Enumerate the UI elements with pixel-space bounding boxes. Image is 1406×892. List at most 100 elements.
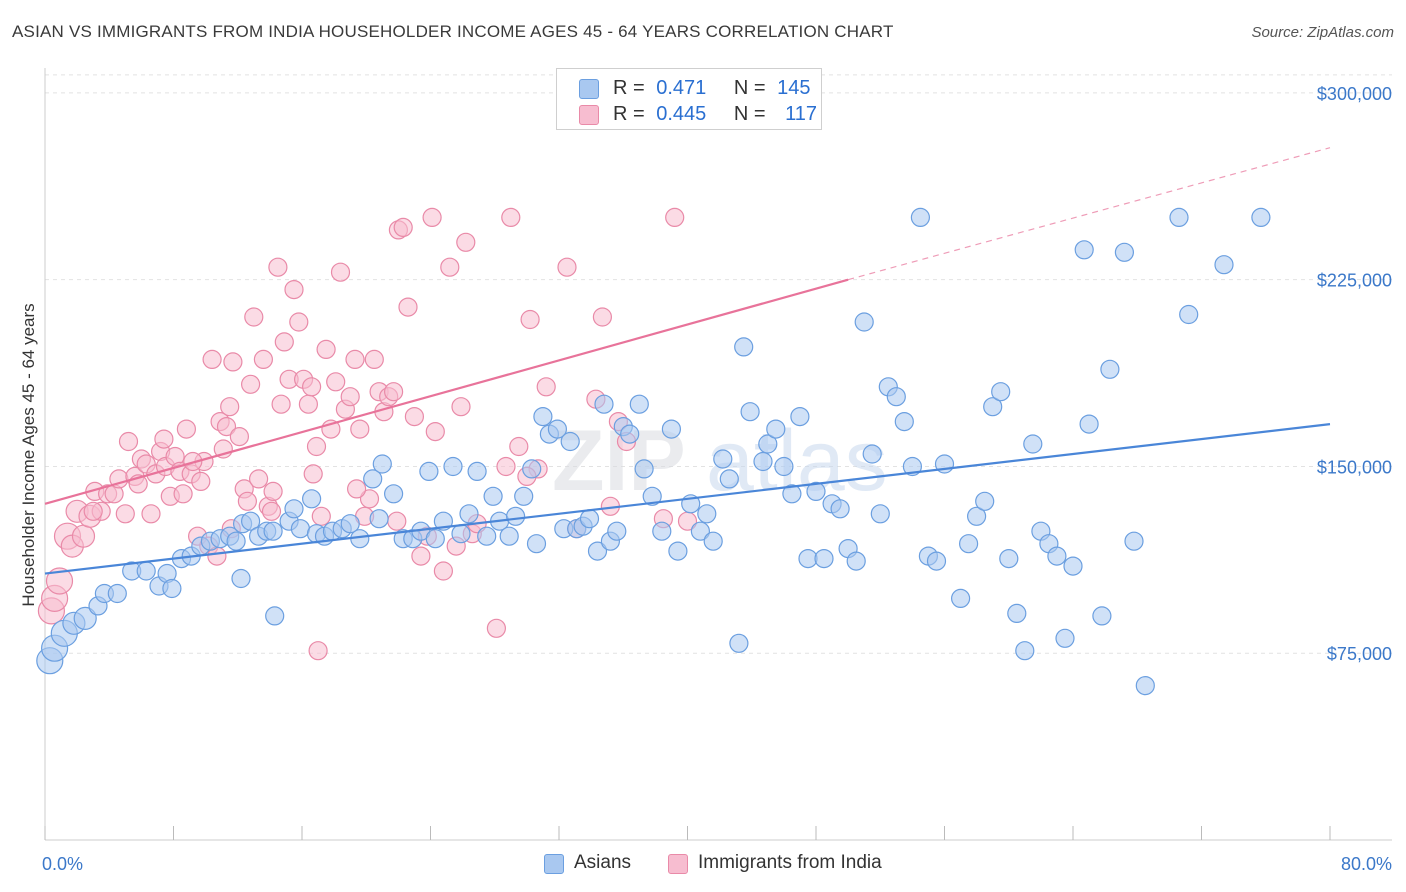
india-point — [411, 546, 431, 566]
india-point — [393, 217, 413, 237]
tick-labels: $75,000 $150,000 $225,000 $300,000 0.0% 80.0% — [42, 84, 1392, 874]
india-point — [440, 257, 460, 277]
asian-point — [975, 491, 995, 511]
asian-point — [363, 469, 383, 489]
asian-point — [886, 387, 906, 407]
india-point — [45, 567, 74, 595]
asian-point — [766, 419, 786, 439]
india-point — [241, 374, 261, 394]
asian-point — [1015, 641, 1035, 661]
asian-point — [1251, 207, 1271, 227]
india-point — [302, 377, 322, 397]
india-point — [141, 504, 161, 524]
asian-point — [241, 511, 261, 531]
asian-point — [1007, 603, 1027, 624]
india-point — [202, 349, 222, 369]
legend-n-label: N = — [733, 103, 766, 125]
asian-point — [862, 444, 882, 464]
india-point — [176, 419, 196, 439]
asian-point — [652, 521, 672, 541]
asian-point — [290, 519, 310, 539]
asian-point — [753, 451, 773, 472]
asian-point — [483, 486, 503, 506]
asian-point — [1114, 242, 1135, 262]
asian-point — [265, 606, 285, 626]
india-point — [456, 232, 476, 252]
asian-point — [1169, 207, 1189, 227]
asian-point — [966, 506, 987, 526]
india-point — [316, 339, 336, 359]
asian-point — [1047, 546, 1067, 566]
india-point — [308, 641, 328, 661]
asian-point — [231, 568, 251, 589]
india-point — [303, 464, 323, 484]
asian-point — [642, 486, 662, 506]
asian-point — [73, 606, 97, 631]
legend-n-label: N = — [733, 77, 766, 99]
asian-point — [1092, 606, 1112, 626]
india-trend-line — [44, 278, 849, 505]
chart-title: ASIAN VS IMMIGRANTS FROM INDIA HOUSEHOLD… — [12, 22, 894, 41]
asian-point — [522, 459, 542, 479]
asian-point — [910, 207, 931, 227]
india-point — [229, 427, 249, 447]
asian-point — [729, 633, 749, 653]
asian-point — [263, 521, 283, 541]
asian-point — [830, 499, 850, 519]
asian-point — [162, 578, 182, 599]
asian-point — [894, 412, 914, 432]
asian-point — [1100, 359, 1120, 379]
asian-point — [1063, 556, 1083, 576]
india-point — [118, 431, 139, 452]
bottom-legend-label-asians: Asians — [574, 852, 632, 873]
india-point — [71, 524, 96, 548]
asian-point — [547, 419, 568, 439]
india-point — [425, 422, 445, 442]
legend-r-value: 0.471 — [656, 77, 707, 99]
asian-point — [983, 397, 1003, 417]
india-point — [154, 429, 174, 449]
asian-point — [107, 583, 127, 604]
asian-point — [620, 424, 640, 444]
asian-point — [740, 402, 760, 422]
asian-point — [514, 486, 534, 506]
bottom-legend-label-india: Immigrants from India — [698, 852, 882, 873]
asian-point — [661, 419, 682, 439]
india-point — [237, 491, 257, 511]
legend-r-label: R = — [613, 77, 645, 99]
asian-point — [560, 431, 580, 452]
india-point — [253, 349, 273, 369]
asian-point — [372, 454, 392, 474]
india-point — [330, 262, 351, 282]
asian-point — [419, 461, 439, 481]
asian-point — [629, 394, 649, 414]
legend-r-label: R = — [613, 103, 645, 125]
india-point — [536, 377, 556, 397]
asian-point — [302, 489, 322, 509]
asian-point — [806, 481, 826, 501]
india-point — [274, 332, 294, 352]
india-point — [384, 382, 404, 402]
asian-point — [690, 521, 711, 541]
asian-point — [526, 534, 547, 554]
asian-point — [798, 548, 818, 569]
asian-point — [499, 526, 519, 546]
asian-points — [36, 207, 1271, 696]
y-tick-label: $300,000 — [1317, 84, 1392, 104]
stats-legend: R = 0.471 N = 145 R = 0.445 N = 117 — [556, 68, 822, 130]
asian-point — [607, 521, 627, 541]
india-point — [173, 484, 193, 504]
axes — [44, 68, 1392, 841]
bottom-legend-swatch-india — [668, 854, 688, 874]
asian-point — [1135, 675, 1155, 696]
asian-point — [467, 461, 487, 481]
bottom-legend-swatch-asians — [544, 854, 564, 874]
legend-n-value: 145 — [777, 77, 811, 99]
legend-swatch-asians — [579, 79, 599, 99]
asian-point — [284, 499, 304, 519]
india-point — [115, 504, 135, 524]
india-point — [486, 618, 506, 638]
india-point — [422, 207, 442, 227]
gridlines — [45, 74, 1392, 654]
asian-point — [991, 382, 1011, 402]
